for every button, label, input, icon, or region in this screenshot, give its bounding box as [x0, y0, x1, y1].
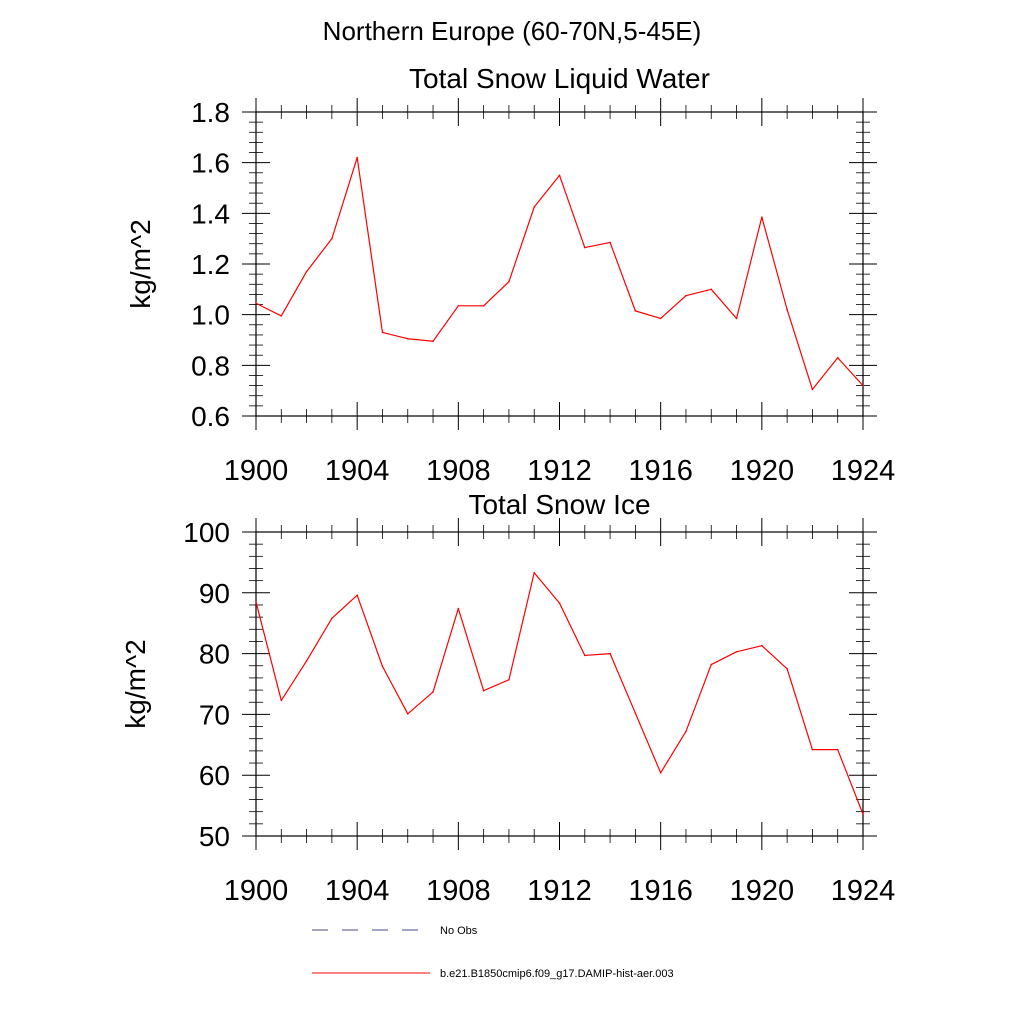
- data-point: [406, 337, 409, 340]
- y-tick-label: 1.6: [191, 148, 230, 179]
- panel-snow-ice: Total Snow Ice kg/m^2 50 60 70 80 90 100 1900 190…: [120, 489, 895, 907]
- y-tick-label: 1.2: [191, 249, 230, 280]
- data-point: [280, 315, 283, 317]
- data-point: [710, 663, 713, 666]
- x-tick-label: 1900: [224, 875, 289, 907]
- data-point: [331, 617, 333, 620]
- data-point: [786, 668, 788, 670]
- y-tick-label: 1.8: [191, 97, 230, 128]
- data-point: [862, 384, 864, 387]
- y-tick-label: 50: [199, 821, 230, 852]
- data-point: [558, 174, 561, 177]
- x-tick-label: 1924: [831, 875, 896, 907]
- data-point: [331, 237, 333, 240]
- y-tick-label: 100: [183, 517, 230, 548]
- x-tick-label: 1916: [628, 455, 693, 487]
- data-point: [457, 305, 460, 307]
- x-tick-label: 1908: [426, 455, 491, 487]
- panel-snow-liquid-water: Total Snow Liquid Water kg/m^2 0.6 0.8 1.0 1.…: [125, 63, 895, 487]
- x-tick-label: 1912: [527, 455, 592, 487]
- x-tick-label: 1904: [325, 875, 390, 907]
- x-tick-label: 1924: [831, 455, 896, 487]
- data-point: [432, 340, 434, 343]
- data-point: [761, 644, 763, 647]
- data-point: [406, 712, 409, 715]
- data-point: [583, 654, 586, 657]
- data-point: [659, 317, 662, 320]
- data-point: [634, 712, 637, 714]
- data-point: [836, 356, 839, 359]
- data-point: [533, 571, 536, 574]
- data-point: [255, 302, 257, 305]
- data-point: [836, 748, 839, 751]
- panel-title: Total Snow Ice: [468, 489, 650, 520]
- legend-label: b.e21.B1850cmip6.f09_g17.DAMIP-hist-aer.…: [440, 968, 674, 980]
- data-point: [659, 771, 662, 774]
- y-tick-label: 0.8: [191, 350, 230, 381]
- data-point: [761, 216, 763, 218]
- data-point: [533, 206, 536, 208]
- plot-frame: [255, 531, 864, 837]
- data-point: [381, 331, 384, 334]
- x-tick-label: 1908: [426, 875, 491, 907]
- figure-title: Northern Europe (60-70N,5-45E): [322, 16, 702, 46]
- data-point: [609, 652, 611, 655]
- data-point: [255, 601, 257, 603]
- data-point: [710, 288, 713, 291]
- x-tick-label: 1920: [730, 455, 795, 487]
- data-point: [811, 388, 814, 391]
- data-point: [381, 665, 384, 668]
- data-point: [508, 280, 510, 283]
- series-line: [255, 157, 864, 390]
- x-tick-label: 1920: [730, 875, 795, 907]
- data-point: [735, 650, 738, 653]
- data-point: [811, 748, 814, 751]
- data-point: [280, 699, 283, 702]
- data-point: [634, 310, 637, 312]
- data-point: [356, 594, 358, 597]
- data-point: [609, 241, 611, 244]
- data-point: [583, 246, 586, 249]
- data-point: [305, 660, 308, 662]
- x-tick-label: 1904: [325, 455, 390, 487]
- y-tick-label: 0.6: [191, 401, 230, 432]
- y-tick-label: 70: [199, 699, 230, 730]
- x-tick-label: 1900: [224, 455, 289, 487]
- data-point: [735, 317, 738, 320]
- panel-title: Total Snow Liquid Water: [409, 63, 710, 94]
- legend: No Obs b.e21.B1850cmip6.f09_g17.DAMIP-his…: [312, 925, 674, 980]
- data-point: [482, 305, 485, 307]
- x-tick-label: 1912: [527, 875, 592, 907]
- data-point: [508, 678, 510, 681]
- data-point: [305, 270, 308, 273]
- data-point: [457, 607, 460, 610]
- data-point: [685, 294, 687, 297]
- y-tick-label: 1.4: [191, 198, 230, 229]
- legend-label: No Obs: [440, 925, 478, 937]
- y-axis-label: kg/m^2: [120, 639, 151, 728]
- x-tick-label: 1916: [628, 875, 693, 907]
- y-tick-label: 80: [199, 639, 230, 670]
- plot-frame: [255, 111, 864, 417]
- data-point: [432, 691, 434, 693]
- data-point: [786, 308, 788, 311]
- data-point: [356, 156, 358, 159]
- y-tick-label: 90: [199, 578, 230, 609]
- y-tick-label: 1.0: [191, 300, 230, 331]
- data-point: [558, 602, 561, 604]
- data-point: [482, 689, 485, 692]
- y-tick-label: 60: [199, 760, 230, 791]
- data-point: [685, 730, 687, 733]
- data-point: [862, 813, 864, 815]
- y-axis-label: kg/m^2: [125, 219, 156, 308]
- series-line: [255, 572, 864, 815]
